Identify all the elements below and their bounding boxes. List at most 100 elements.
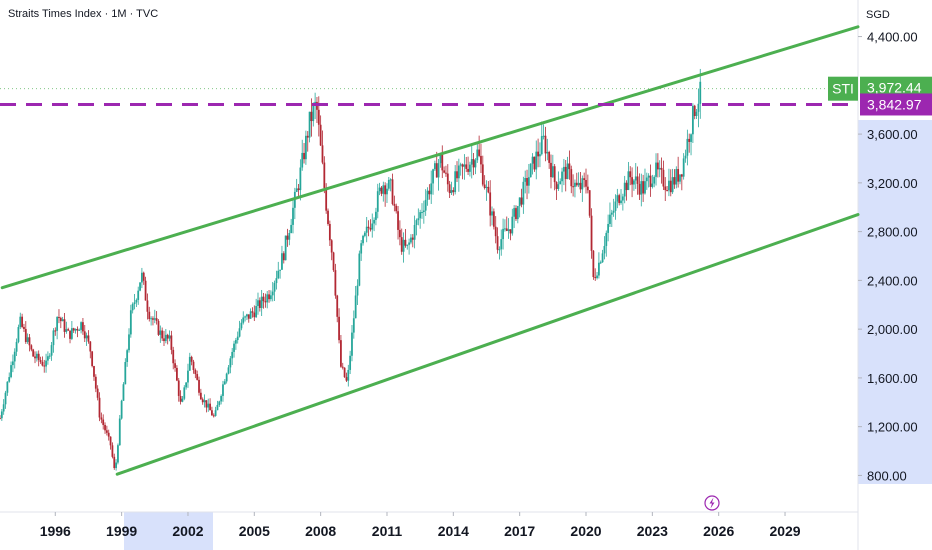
- horizontal-level[interactable]: [0, 88, 858, 106]
- candle-body: [419, 212, 422, 219]
- candle-body: [452, 190, 455, 193]
- candle-body: [658, 167, 661, 170]
- candle-body: [662, 169, 665, 187]
- candle-body: [24, 328, 27, 342]
- candle-body: [128, 334, 130, 351]
- candle-body: [345, 377, 348, 381]
- candle-body: [572, 186, 575, 188]
- candle-body: [435, 163, 438, 178]
- candle-body: [327, 210, 329, 224]
- candle-body: [120, 400, 123, 419]
- candle-body: [428, 190, 431, 195]
- candle-body: [23, 326, 25, 329]
- candle-body: [80, 322, 82, 330]
- candle-body: [4, 392, 7, 405]
- candle-body: [52, 330, 55, 346]
- candle-body: [262, 296, 265, 302]
- candle-body: [281, 253, 283, 270]
- candle-body: [11, 361, 14, 366]
- candle-body: [446, 173, 449, 185]
- candle-body: [244, 316, 246, 318]
- x-tick-label: 2026: [703, 523, 734, 539]
- candle-body: [566, 163, 569, 180]
- candle-body: [218, 401, 221, 405]
- candle-body: [537, 151, 539, 157]
- candle-body: [15, 341, 18, 352]
- candle-body: [124, 361, 127, 385]
- candle-body: [139, 282, 141, 291]
- candle-body: [268, 294, 270, 300]
- price-axis[interactable]: 4,400.00 3,600.00 3,200.00 2,800.00 2,400.00…: [858, 30, 918, 484]
- candle-body: [469, 164, 471, 172]
- candle-body: [616, 195, 619, 202]
- candle-body: [332, 252, 335, 271]
- candle-body: [448, 184, 451, 194]
- candle-body: [540, 136, 543, 155]
- candle-body: [373, 219, 375, 224]
- candle-body: [179, 395, 182, 402]
- candle-body: [282, 253, 285, 261]
- candle-body: [535, 151, 538, 170]
- candle-body: [303, 152, 305, 160]
- candle-body: [354, 295, 357, 319]
- candle-body: [275, 278, 278, 284]
- candle-body: [258, 300, 261, 308]
- candle-body: [126, 350, 129, 362]
- candle-body: [85, 335, 88, 339]
- candle-body: [470, 159, 473, 165]
- candle-body: [356, 285, 359, 296]
- candle-body: [358, 253, 361, 286]
- candle-body: [520, 197, 523, 205]
- time-axis[interactable]: 1996 1999 2002 2005 2008 2011 2014 2017 2020 2023…: [40, 512, 801, 539]
- candle-body: [37, 353, 40, 361]
- candle-body: [531, 156, 534, 164]
- candle-body: [408, 242, 410, 245]
- candle-body: [375, 211, 377, 220]
- candle-body: [170, 335, 173, 350]
- candle-body: [234, 340, 237, 344]
- candle-body: [273, 283, 276, 292]
- candle-body: [579, 182, 582, 190]
- candle-body: [341, 366, 344, 368]
- candle-body: [176, 367, 178, 381]
- candle-body: [236, 336, 239, 341]
- candle-body: [321, 145, 324, 163]
- candle-body: [174, 363, 176, 368]
- candle-body: [269, 295, 272, 300]
- candle-body: [413, 224, 416, 240]
- trend-channel[interactable]: [0, 25, 860, 476]
- candle-body: [599, 262, 602, 264]
- candle-body: [181, 398, 184, 402]
- currency-label[interactable]: SGD: [866, 9, 890, 21]
- candle-body: [94, 376, 97, 389]
- lightning-icon[interactable]: [704, 495, 720, 511]
- candle-body: [343, 367, 346, 378]
- candle-body: [688, 138, 691, 142]
- candle-body: [113, 456, 116, 469]
- candle-body: [614, 201, 617, 211]
- candle-body: [6, 381, 9, 393]
- candle-body: [679, 174, 681, 182]
- candle-body: [323, 162, 326, 189]
- candle-body: [415, 220, 418, 225]
- candle-body: [72, 328, 75, 331]
- candle-body: [697, 103, 700, 112]
- candle-body: [686, 138, 689, 156]
- candle-body: [677, 169, 680, 182]
- candle-body: [398, 229, 401, 238]
- x-tick-label: 2002: [172, 523, 203, 539]
- y-tick-label: 2,400.00: [867, 273, 918, 288]
- candle-body: [555, 182, 558, 189]
- candle-body: [168, 335, 171, 339]
- candle-body: [45, 360, 47, 367]
- candle-body: [518, 197, 521, 207]
- candle-body: [621, 196, 624, 201]
- candle-body: [89, 341, 92, 352]
- price-tags: STI 3,972.443,842.97: [828, 76, 932, 116]
- candle-body: [257, 300, 259, 307]
- candle-body: [284, 235, 287, 261]
- candle-body: [249, 311, 252, 319]
- candle-body: [188, 356, 191, 371]
- candle-body: [527, 177, 530, 186]
